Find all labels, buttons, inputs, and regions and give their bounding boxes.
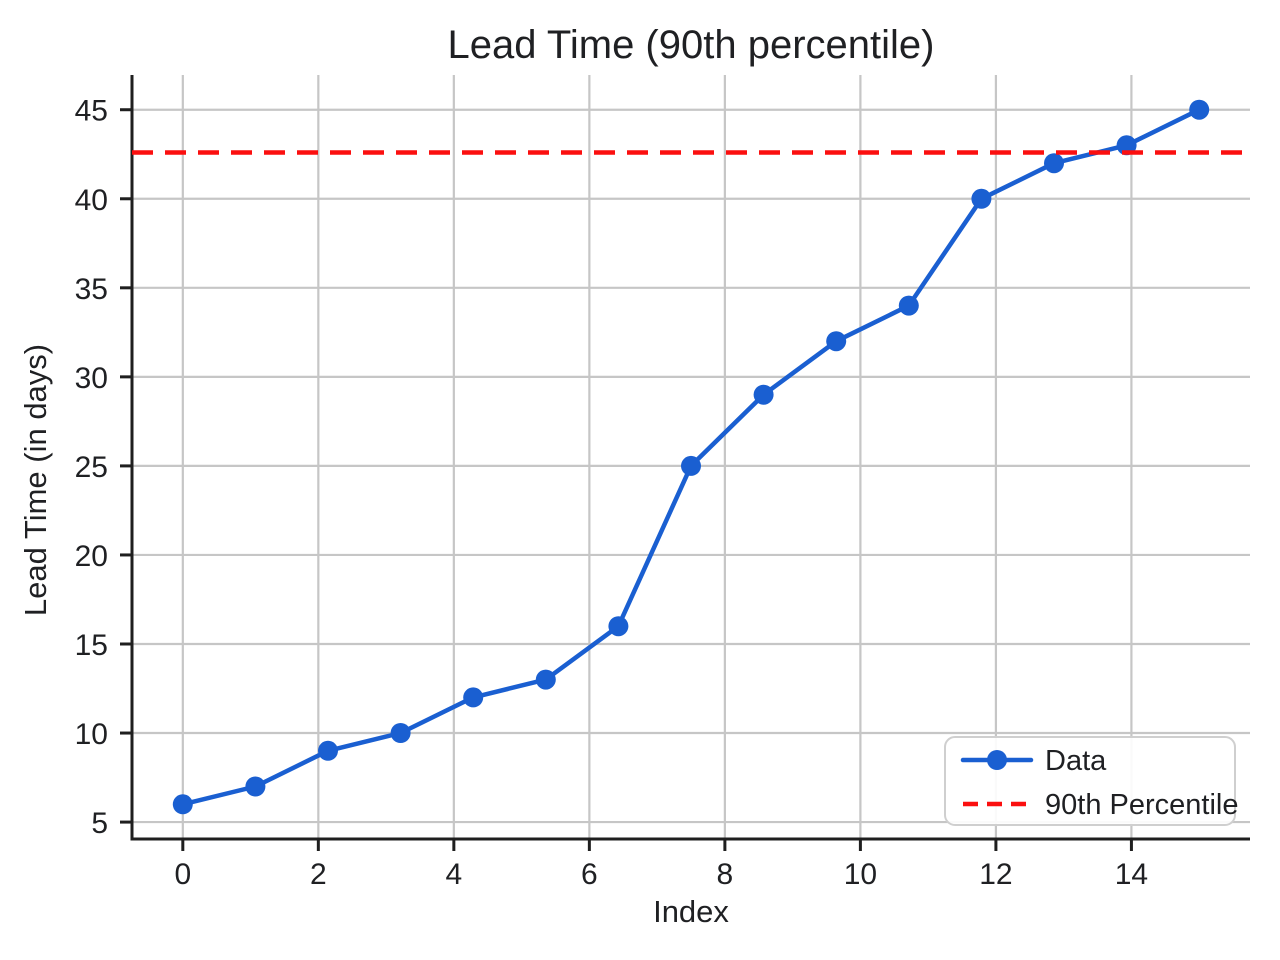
x-tick-label: 6 [581,858,598,891]
y-tick-label: 30 [75,362,108,395]
chart-title: Lead Time (90th percentile) [448,23,935,67]
x-tick-label: 10 [844,858,877,891]
data-point-marker [318,740,338,761]
y-tick-label: 10 [75,718,108,751]
x-tick-label: 12 [979,858,1012,891]
data-point-marker [535,669,556,690]
y-tick-label: 25 [75,451,108,484]
axes-layer: 0 2 4 6 8 10 12 14 5 10 15 20 25 30 35 40 45 [75,75,1250,891]
y-tick-label: 45 [75,95,108,128]
y-tick-label: 15 [75,629,108,662]
data-point-marker [390,723,411,743]
x-tick-label: 0 [174,858,191,891]
data-point-marker [245,776,266,797]
legend-label-percentile: 90th Percentile [1045,789,1238,821]
data-point-marker [172,794,193,815]
x-tick-label: 14 [1115,858,1148,891]
legend: Data 90th Percentile [944,736,1238,826]
series-layer [132,99,1250,815]
data-point-marker [1044,153,1064,174]
x-tick-label: 4 [446,858,463,891]
data-point-marker [826,331,847,352]
data-point-marker [681,455,701,476]
x-tick-label: 2 [310,858,327,891]
data-point-marker [753,384,774,405]
data-point-marker [1189,99,1210,120]
y-tick-label: 5 [91,807,108,840]
data-point-marker [898,295,919,316]
data-point-marker [971,188,992,209]
legend-label-data: Data [1045,745,1107,777]
legend-entry-percentile: 90th Percentile [963,789,1238,821]
legend-entry-data: Data [960,745,1107,777]
legend-data-marker [987,750,1007,770]
x-tick-label: 8 [717,858,734,891]
data-point-marker [463,687,484,708]
y-tick-label: 20 [75,540,108,573]
x-axis-title: Index [653,894,729,929]
y-axis-title: Lead Time (in days) [18,344,53,616]
data-point-marker [608,616,629,637]
y-tick-label: 35 [75,273,108,306]
y-tick-label: 40 [75,184,108,217]
